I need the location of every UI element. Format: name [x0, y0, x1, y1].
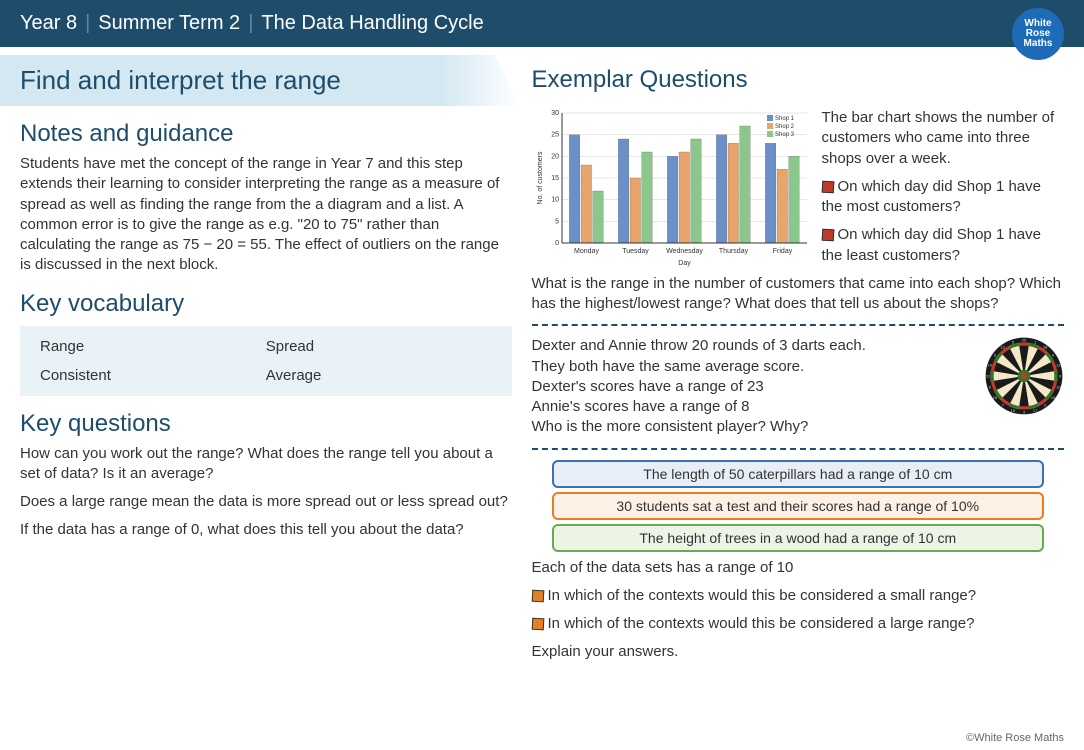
section-divider: [532, 324, 1064, 326]
question-text: In which of the contexts would this be c…: [548, 587, 977, 604]
bullet-icon: [531, 589, 544, 602]
svg-text:15: 15: [551, 175, 559, 182]
context-question: In which of the contexts would this be c…: [532, 614, 1064, 634]
page-header: Year 8 | Summer Term 2 | The Data Handli…: [0, 0, 1084, 47]
darts-line: Who is the more consistent player? Why?: [532, 417, 974, 437]
exemplar-heading: Exemplar Questions: [532, 66, 1064, 94]
svg-text:20: 20: [551, 153, 559, 160]
chart-question: On which day did Shop 1 have the least c…: [822, 225, 1064, 266]
svg-text:Friday: Friday: [772, 248, 792, 255]
bar-chart: 0 5 10 15 20 25 30 Monday Tuesday Wednesday Thursd…: [532, 108, 812, 268]
chart-text: The bar chart shows the number of custom…: [822, 108, 1064, 274]
question-text: On which day did Shop 1 have the least c…: [822, 226, 1041, 263]
table-row: Range Spread: [40, 338, 492, 355]
svg-text:18: 18: [1043, 345, 1048, 350]
brand-logo: White Rose Maths: [1012, 8, 1064, 60]
bullet-icon: [821, 180, 834, 193]
key-question: Does a large range mean the data is more…: [20, 492, 512, 512]
range-box-orange: 30 students sat a test and their scores …: [552, 492, 1044, 520]
right-column: Exemplar Questions 051015202530MondayTue…: [532, 106, 1064, 671]
vocab-cell: Consistent: [40, 367, 266, 384]
context-explain: Explain your answers.: [532, 642, 1064, 662]
darts-text: Dexter and Annie throw 20 rounds of 3 da…: [532, 336, 974, 437]
svg-text:5: 5: [555, 218, 559, 225]
chart-intro: The bar chart shows the number of custom…: [822, 108, 1064, 169]
context-question: In which of the contexts would this be c…: [532, 586, 1064, 606]
svg-text:0: 0: [555, 240, 559, 247]
svg-text:Day: Day: [678, 260, 691, 267]
vocab-cell: Range: [40, 338, 266, 355]
separator: |: [85, 12, 90, 35]
svg-text:17: 17: [1033, 408, 1038, 413]
svg-text:19: 19: [1011, 408, 1016, 413]
svg-text:No. of customers: No. of customers: [537, 151, 544, 204]
logo-line: Maths: [1024, 39, 1053, 49]
year-label: Year 8: [20, 12, 77, 35]
topic-label: The Data Handling Cycle: [261, 12, 483, 35]
chart-svg: 0 5 10 15 20 25 30 Monday Tuesday Wednesday Thursd…: [532, 108, 812, 268]
title-banner: Find and interpret the range: [0, 55, 520, 106]
svg-text:Thursday: Thursday: [718, 248, 748, 255]
chart-question: On which day did Shop 1 have the most cu…: [822, 177, 1064, 218]
svg-text:10: 10: [551, 197, 559, 204]
question-text: In which of the contexts would this be c…: [548, 615, 975, 632]
svg-text:Shop 1: Shop 1: [775, 116, 795, 122]
key-question: If the data has a range of 0, what does …: [20, 520, 512, 540]
svg-text:14: 14: [988, 363, 993, 368]
notes-heading: Notes and guidance: [20, 120, 512, 148]
kq-heading: Key questions: [20, 410, 512, 438]
dartboard-icon: 2011841361015217319716811149125: [984, 336, 1064, 416]
svg-text:13: 13: [1056, 363, 1061, 368]
svg-text:12: 12: [1001, 345, 1006, 350]
svg-text:25: 25: [551, 132, 559, 139]
section-divider: [532, 448, 1064, 450]
term-label: Summer Term 2: [98, 12, 240, 35]
darts-line: Dexter's scores have a range of 23: [532, 377, 974, 397]
svg-text:Shop 2: Shop 2: [775, 124, 795, 130]
vocab-heading: Key vocabulary: [20, 290, 512, 318]
bullet-icon: [821, 229, 834, 242]
left-column: Notes and guidance Students have met the…: [20, 106, 512, 671]
svg-text:15: 15: [1051, 395, 1056, 400]
bullet-icon: [531, 618, 544, 631]
range-box-green: The height of trees in a wood had a rang…: [552, 524, 1044, 552]
svg-text:16: 16: [993, 395, 998, 400]
table-row: Consistent Average: [40, 367, 492, 384]
svg-text:Wednesday: Wednesday: [666, 248, 703, 255]
svg-text:Monday: Monday: [574, 248, 599, 255]
context-intro: Each of the data sets has a range of 10: [532, 558, 1064, 578]
key-question: How can you work out the range? What doe…: [20, 444, 512, 485]
darts-line: They both have the same average score.: [532, 357, 974, 377]
separator: |: [248, 12, 253, 35]
question-text: On which day did Shop 1 have the most cu…: [822, 178, 1041, 215]
copyright: ©White Rose Maths: [966, 732, 1064, 744]
svg-text:Tuesday: Tuesday: [622, 248, 649, 255]
vocab-table: Range Spread Consistent Average: [20, 326, 512, 396]
vocab-cell: Spread: [266, 338, 492, 355]
content-area: Notes and guidance Students have met the…: [0, 106, 1084, 671]
darts-section: Dexter and Annie throw 20 rounds of 3 da…: [532, 336, 1064, 437]
vocab-cell: Average: [266, 367, 492, 384]
svg-text:Shop 3: Shop 3: [775, 132, 795, 138]
notes-body: Students have met the concept of the ran…: [20, 154, 512, 276]
chart-followup: What is the range in the number of custo…: [532, 274, 1064, 315]
range-box-blue: The length of 50 caterpillars had a rang…: [552, 460, 1044, 488]
svg-text:30: 30: [551, 110, 559, 117]
chart-section: 0 5 10 15 20 25 30 Monday Tuesday Wednesday Thursd…: [532, 108, 1064, 274]
darts-line: Dexter and Annie throw 20 rounds of 3 da…: [532, 336, 974, 356]
darts-line: Annie's scores have a range of 8: [532, 397, 974, 417]
svg-text:10: 10: [1056, 385, 1061, 390]
svg-text:20: 20: [1022, 338, 1027, 343]
page-title: Find and interpret the range: [20, 65, 500, 96]
